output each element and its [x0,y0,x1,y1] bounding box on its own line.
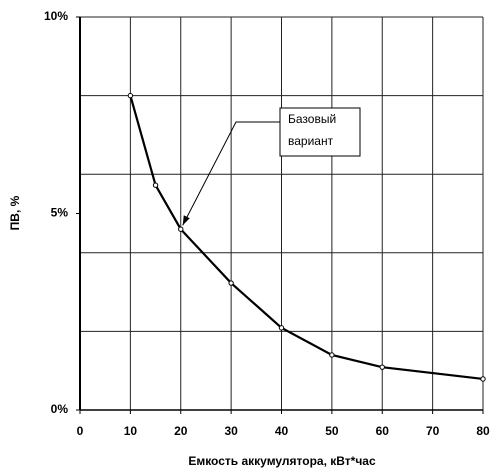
x-tick-label: 0 [77,424,84,438]
annotation-arrow [182,121,280,226]
annotation-box [279,107,361,157]
data-point [278,325,285,331]
annotation-line: Базовый [288,112,336,126]
x-axis-title: Емкость аккумулятора, кВт*час [188,454,376,468]
data-point [127,92,134,99]
data-point [329,352,335,358]
data-point [152,182,159,188]
x-tick-label: 10 [124,424,138,438]
x-tick-label: 60 [376,424,390,438]
y-tick-label: 10% [44,9,68,23]
data-point [178,226,184,232]
data-line [129,95,484,381]
y-axis-title: ПВ, % [8,195,22,230]
x-tick-label: 70 [426,424,440,438]
data-point [480,376,486,382]
data-point [228,280,234,286]
y-tick-label: 5% [51,206,69,220]
x-tick-label: 80 [476,424,490,438]
arrow-head [182,215,190,226]
x-tick-label: 50 [325,424,339,438]
data-point [379,364,385,370]
x-tick-label: 30 [224,424,238,438]
annotation-line: вариант [288,134,334,148]
y-tick-label: 0% [51,402,69,416]
x-tick-label: 20 [174,424,188,438]
x-tick-label: 40 [275,424,289,438]
